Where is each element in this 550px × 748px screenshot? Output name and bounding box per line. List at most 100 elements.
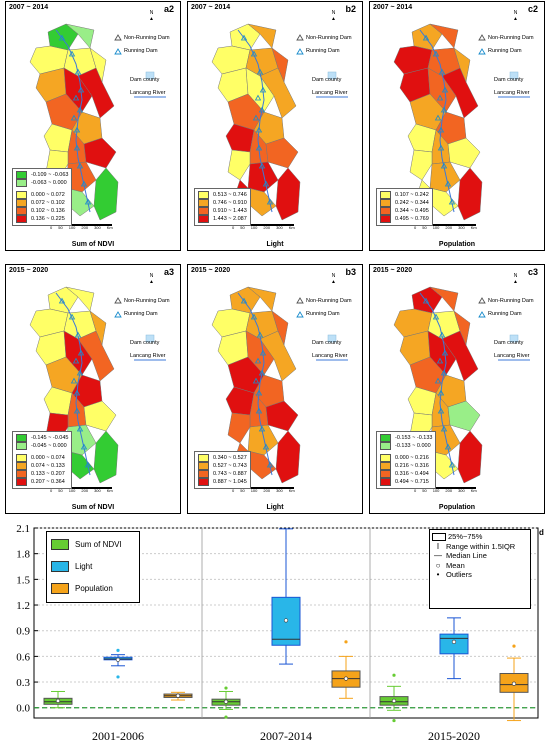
- dam-marker: [74, 68, 82, 75]
- panel-period: 2015 ~ 2020: [191, 267, 231, 274]
- box-legend-range: Range within 1.5IQR: [446, 541, 516, 551]
- dam-marker: [440, 425, 448, 432]
- legend-swatch: [16, 454, 27, 462]
- county-region: [265, 137, 299, 169]
- dam-marker: [422, 34, 430, 41]
- dam-marker: [76, 106, 84, 113]
- legend-range: 0.072 ~ 0.102: [31, 200, 65, 206]
- dam-marker: [255, 389, 263, 396]
- dam-marker: [258, 162, 266, 169]
- light-swatch: [51, 560, 69, 572]
- legend-swatch: [198, 191, 209, 199]
- dam-marker: [432, 313, 440, 320]
- ndvi-swatch: [51, 538, 69, 550]
- scale-label: 100: [250, 225, 258, 230]
- panel-id: c2: [527, 4, 538, 14]
- running-dam-label: Running Dam: [488, 311, 522, 317]
- legend-row: -0.045 ~ 0.000: [16, 442, 68, 450]
- dam-marker: [259, 349, 267, 356]
- county-region: [265, 400, 299, 432]
- non-running-dam-label: Non-Running Dam: [306, 298, 352, 304]
- legend-swatch: [380, 442, 391, 450]
- scale-label: 300: [458, 225, 465, 230]
- dam-marker: [436, 94, 444, 101]
- dam-marker: [438, 331, 446, 338]
- dam-legend-icon: [114, 311, 122, 318]
- legend-swatch: [16, 215, 27, 223]
- legend-swatch: [16, 171, 27, 179]
- legend-ndvi: Sum of NDVI: [75, 539, 122, 549]
- legend-swatch: [380, 199, 391, 207]
- dam-marker: [70, 377, 78, 384]
- scale-label: Km: [288, 488, 295, 493]
- legend-swatch: [198, 207, 209, 215]
- north-arrow-icon: N ▲: [513, 10, 518, 22]
- scale-label: 100: [432, 225, 440, 230]
- panel-variable-label: Light: [266, 504, 284, 511]
- legend-swatch: [198, 470, 209, 478]
- dam-marker: [68, 50, 76, 57]
- scale-label: Km: [470, 488, 477, 493]
- dam-legend-icon: [296, 48, 304, 55]
- dam-legend: Non-Running Dam Running Dam Dam county Lanc…: [294, 32, 352, 100]
- non-running-dam-label: Non-Running Dam: [488, 35, 534, 41]
- value-legend: -0.109 ~ -0.063 -0.063 ~ 0.000 0.000 ~ 0.0…: [12, 168, 73, 226]
- mean-marker: [511, 681, 517, 686]
- dam-marker: [266, 198, 274, 205]
- legend-swatch: [16, 199, 27, 207]
- dam-marker: [254, 94, 262, 101]
- dam-legend: Non-Running Dam Running Dam Dam county Lanc…: [112, 32, 170, 100]
- dam-marker: [72, 357, 80, 364]
- median-line-icon: —: [434, 551, 442, 561]
- legend-row: -0.063 ~ 0.000: [16, 179, 68, 187]
- dam-county-swatch: [509, 71, 519, 80]
- north-arrow-icon: N ▲: [331, 273, 336, 285]
- legend-range: 0.133 ~ 0.207: [31, 471, 65, 477]
- y-tick-label: 0.9: [16, 626, 30, 638]
- scale-label: 200: [263, 225, 271, 230]
- dam-marker: [436, 357, 444, 364]
- box-legend-iqr: 25%~75%: [448, 532, 483, 542]
- legend-swatch: [16, 470, 27, 478]
- county-region: [93, 167, 119, 221]
- map-panel-b3: 2015 ~ 2020 b3 N ▲ Non-Running Dam Running Da…: [187, 264, 363, 514]
- dam-marker: [255, 144, 263, 151]
- legend-range: -0.153 ~ -0.133: [395, 435, 433, 441]
- legend-range: 0.000 ~ 0.216: [395, 455, 429, 461]
- scale-labels: 0 50 100 200 300 Km: [232, 488, 301, 493]
- legend-range: 0.136 ~ 0.225: [31, 216, 65, 222]
- legend-row: -0.133 ~ 0.000: [380, 442, 432, 450]
- lancang-river-label: Lancang River: [494, 90, 530, 96]
- legend-row: 0.743 ~ 0.887: [198, 470, 247, 478]
- dam-marker: [448, 198, 456, 205]
- dam-marker: [258, 425, 266, 432]
- scale-labels: 0 50 100 200 300 Km: [50, 488, 119, 493]
- legend-range: 0.887 ~ 1.045: [213, 479, 247, 485]
- legend-range: 0.513 ~ 0.746: [213, 192, 247, 198]
- legend-range: 0.074 ~ 0.133: [31, 463, 65, 469]
- scale-bar: [416, 224, 476, 226]
- non-running-dam-label: Non-Running Dam: [306, 35, 352, 41]
- dam-legend-icon: [478, 48, 486, 55]
- dam-marker: [68, 313, 76, 320]
- legend-row: 0.316 ~ 0.494: [380, 470, 432, 478]
- map-panel-c2: 2007 ~ 2014 c2 N ▲ Non-Running Dam Running Da…: [369, 1, 545, 251]
- county-region: [247, 424, 279, 456]
- dam-marker: [240, 34, 248, 41]
- outlier-point: [344, 640, 348, 644]
- scale-label: 0: [50, 225, 53, 230]
- dam-marker: [262, 180, 270, 187]
- scale-label: 50: [240, 488, 245, 493]
- panel-id: a2: [163, 4, 174, 14]
- dam-marker: [437, 407, 445, 414]
- legend-row: 0.216 ~ 0.316: [380, 462, 432, 470]
- scale-label: 0: [232, 488, 235, 493]
- mean-marker: [175, 693, 181, 698]
- legend-population: Population: [75, 583, 113, 593]
- dam-county-swatch: [327, 71, 337, 80]
- non-running-dam-label: Non-Running Dam: [124, 35, 170, 41]
- dam-marker: [77, 86, 85, 93]
- panel-variable-label: Light: [266, 241, 284, 248]
- county-region: [457, 167, 483, 221]
- dam-marker: [440, 369, 448, 376]
